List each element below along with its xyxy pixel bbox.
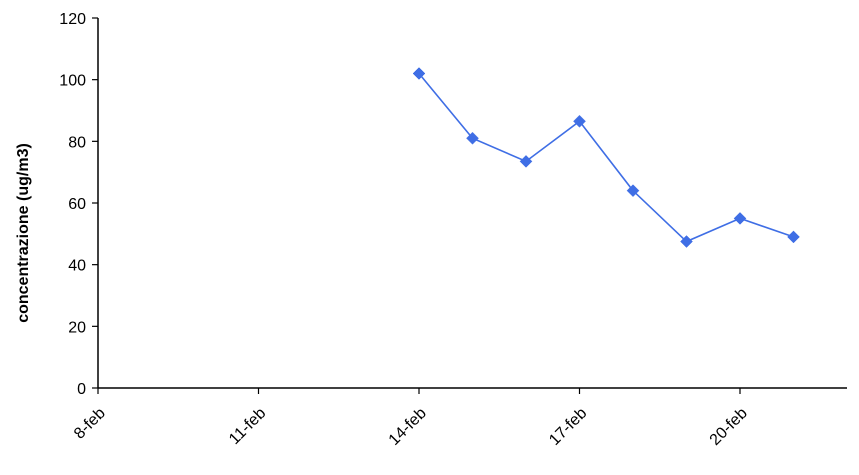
data-point-marker xyxy=(412,67,426,80)
x-tick-label: 11-feb xyxy=(226,405,269,448)
x-tick-label: 14-feb xyxy=(386,405,430,449)
y-tick-label: 120 xyxy=(59,11,86,28)
data-point-marker xyxy=(733,212,747,225)
y-tick-label: 80 xyxy=(68,134,86,151)
data-point-marker xyxy=(626,184,640,198)
y-tick-label: 40 xyxy=(68,258,86,275)
data-point-marker xyxy=(680,235,693,248)
y-tick-label: 20 xyxy=(68,319,86,336)
y-tick-label: 0 xyxy=(77,381,86,398)
x-axis-ticks: 8-feb 11-feb 14-feb 17-feb 20-feb xyxy=(71,388,751,449)
data-point-marker xyxy=(519,155,533,168)
x-tick-label: 17-feb xyxy=(546,405,590,449)
y-tick-label: 100 xyxy=(59,73,86,90)
series-line xyxy=(418,72,794,243)
y-axis-title: concentrazione (ug/m3) xyxy=(15,143,32,323)
data-point-marker xyxy=(573,114,586,128)
y-tick-label: 60 xyxy=(68,196,86,213)
data-point-marker xyxy=(787,230,800,244)
x-tick-label: 8-feb xyxy=(71,405,109,443)
y-axis-ticks: 0 20 40 60 80 100 120 xyxy=(59,11,98,398)
series-layer xyxy=(412,67,800,248)
data-point-marker xyxy=(466,131,479,145)
x-tick-label: 20-feb xyxy=(707,405,751,449)
